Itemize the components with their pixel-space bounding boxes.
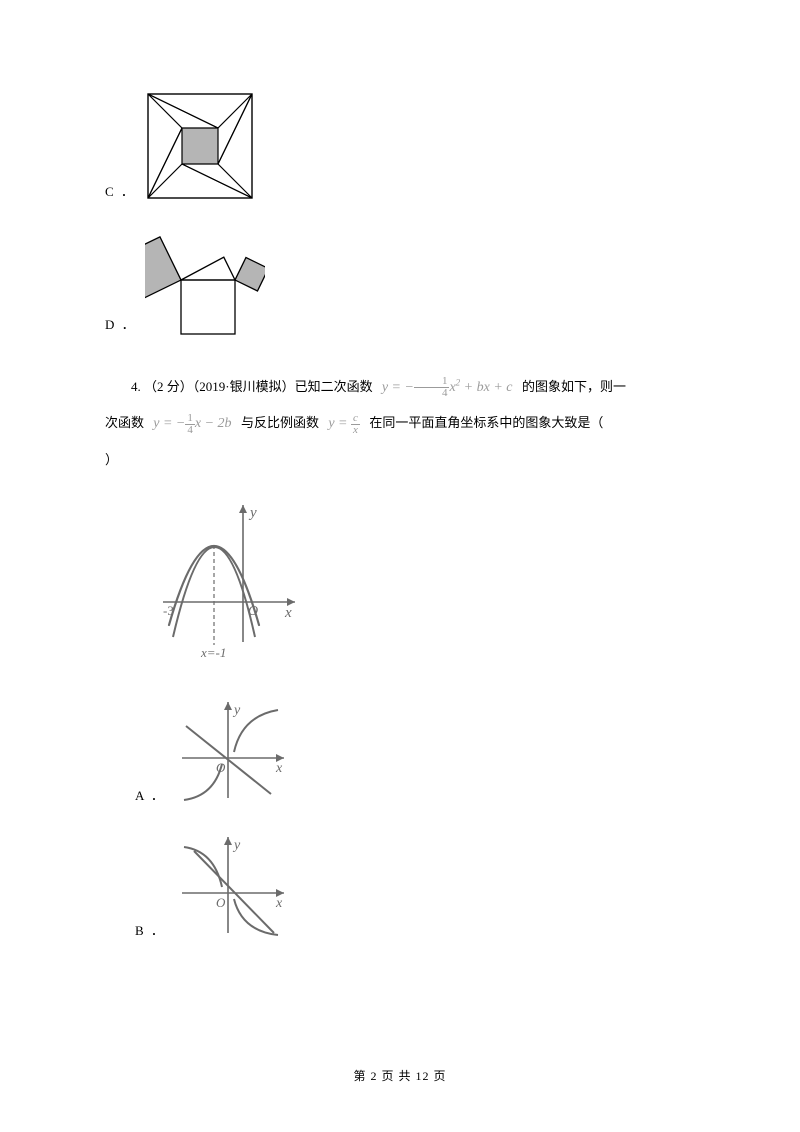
f3-yeq: y = [328, 416, 351, 431]
formula-2: y = −14x − 2b [147, 416, 241, 431]
option-a-graph: y x O [176, 696, 291, 806]
option-b-graph: y x O [176, 831, 291, 941]
f3-num: c [351, 413, 360, 425]
option-b-row: B ． y x O [135, 831, 695, 941]
svg-text:y: y [232, 838, 241, 853]
main-parabola-graph: y x O -3 x=-1 [155, 497, 695, 666]
neg3-label: -3 [163, 603, 174, 618]
f1-den: 4 [414, 388, 450, 399]
svg-text:O: O [216, 760, 226, 775]
option-b-label: B ． [135, 920, 166, 941]
vline-label: x=-1 [200, 645, 226, 660]
option-d-row: D ． [105, 230, 695, 335]
f2-num: 1 [185, 413, 195, 425]
q4-mid1: 的图象如下，则一 [522, 379, 626, 394]
f3-den: x [351, 425, 360, 436]
svg-text:O: O [216, 895, 226, 910]
footer-text: 第 2 页 共 12 页 [353, 1069, 446, 1083]
parabola-svg: y x O -3 x=-1 [155, 497, 305, 662]
x-axis-label: x [284, 605, 292, 621]
q4-prefix: 4. （2 分）（2019·银川模拟）已知二次函数 [131, 379, 373, 394]
f1-rest2: + bx + c [460, 380, 512, 395]
page-footer: 第 2 页 共 12 页 [0, 1067, 800, 1084]
svg-text:x: x [275, 896, 283, 911]
option-a-row: A ． y x O [135, 696, 695, 806]
q4-mid2: 与反比例函数 [241, 416, 319, 431]
option-a-label: A ． [135, 785, 166, 806]
q4-l2start: 次函数 [105, 416, 144, 431]
origin-label: O [248, 604, 258, 619]
option-c-label: C ． [105, 181, 136, 202]
q4-line3: ） [105, 443, 695, 477]
svg-text:x: x [275, 761, 283, 776]
option-d-label: D ． [105, 314, 137, 335]
q4-line2: 次函数 y = −14x − 2b 与反比例函数 y = cx 在同一平面直角坐… [105, 406, 695, 442]
f2-den: 4 [185, 425, 195, 436]
question-4: 4. （2 分）（2019·银川模拟）已知二次函数 y = −14x2 + bx… [105, 370, 695, 477]
q4-tail: 在同一平面直角坐标系中的图象大致是（ [369, 416, 603, 431]
svg-text:y: y [232, 703, 241, 718]
formula-1: y = −14x2 + bx + c [376, 380, 522, 395]
y-axis-label: y [248, 505, 257, 521]
option-d-figure [145, 230, 265, 335]
formula-3: y = cx [322, 416, 369, 431]
f1-yeq: y = − [382, 380, 414, 395]
option-c-row: C ． [105, 90, 695, 202]
f2-yeq: y = − [153, 416, 185, 431]
option-c-figure [144, 90, 256, 202]
f2-rest: x − 2b [195, 416, 232, 431]
q4-line1: 4. （2 分）（2019·银川模拟）已知二次函数 y = −14x2 + bx… [105, 370, 695, 406]
